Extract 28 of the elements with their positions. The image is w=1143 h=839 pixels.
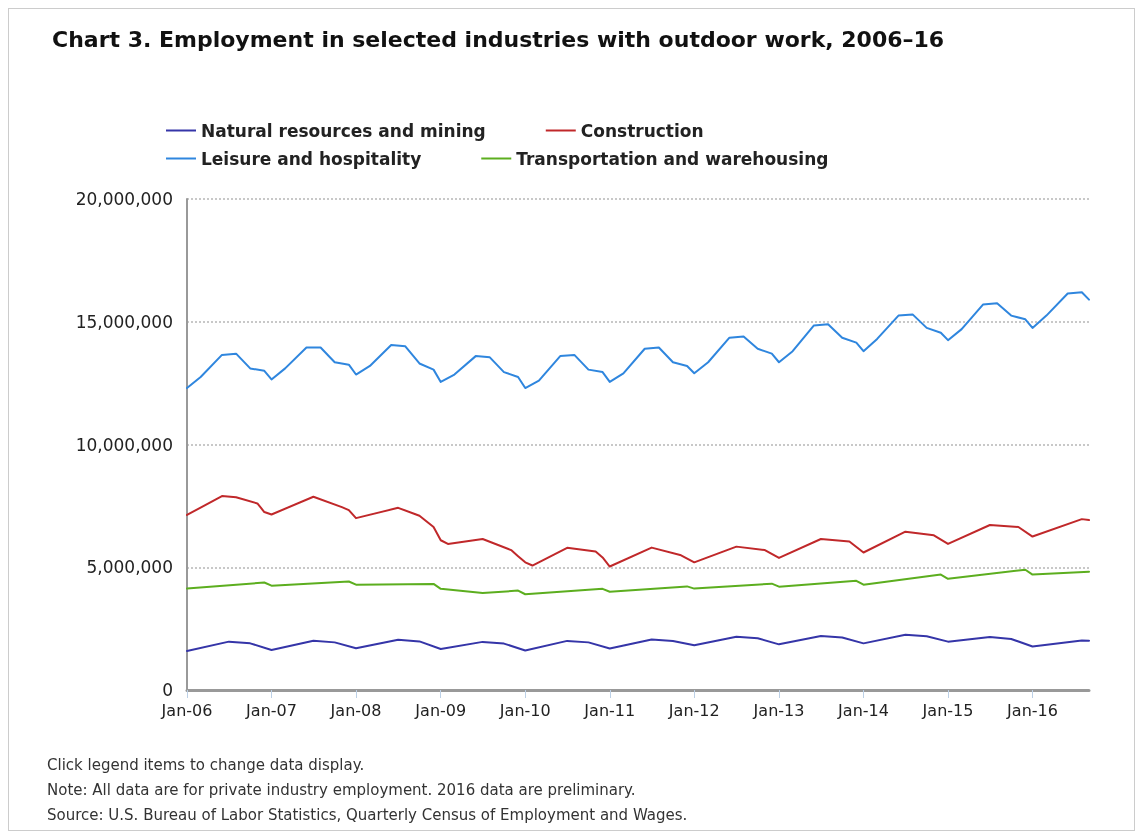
x-tick-label: Jan-06 bbox=[160, 700, 213, 720]
line-series bbox=[186, 633, 1090, 652]
x-tick-label: Jan-09 bbox=[414, 700, 467, 720]
x-tick-label: Jan-14 bbox=[837, 700, 889, 720]
x-tick-label: Jan-13 bbox=[752, 700, 805, 720]
x-tick-label: Jan-10 bbox=[498, 700, 551, 720]
legend-label: Construction bbox=[580, 120, 704, 141]
y-tick-label: 5,000,000 bbox=[86, 557, 173, 578]
text: Click legend items to change data display. bbox=[47, 755, 365, 774]
x-tick-label: Jan-15 bbox=[921, 700, 974, 720]
x-tick-label: Jan-12 bbox=[667, 700, 720, 720]
x-tick-label: Jan-07 bbox=[245, 700, 297, 720]
legend-label: Transportation and warehousing bbox=[516, 148, 829, 169]
x-tick-label: Jan-11 bbox=[583, 700, 636, 720]
x-tick-label: Jan-08 bbox=[329, 700, 382, 720]
y-tick-label: 10,000,000 bbox=[75, 434, 173, 455]
y-tick-label: 15,000,000 bbox=[75, 311, 173, 332]
y-tick-label: 0 bbox=[162, 680, 173, 700]
source-note: Source: U.S. Bureau of Labor Statistics, Quarterly Census of Employment and Wages. bbox=[47, 805, 688, 824]
line-series bbox=[186, 291, 1090, 390]
text: Note: All data are for private industry employment. 2016 data are preliminary. bbox=[47, 780, 636, 799]
chart-title: Chart 3. Employment in selected industries with outdoor work, 2006–16 bbox=[52, 26, 945, 52]
legend-label: Leisure and hospitality bbox=[201, 148, 422, 169]
legend-label: Natural resources and mining bbox=[201, 120, 486, 141]
y-tick-label: 20,000,000 bbox=[75, 189, 173, 209]
x-tick-label: Jan-16 bbox=[1006, 700, 1058, 720]
line-series bbox=[186, 568, 1090, 596]
line-series bbox=[186, 495, 1090, 568]
